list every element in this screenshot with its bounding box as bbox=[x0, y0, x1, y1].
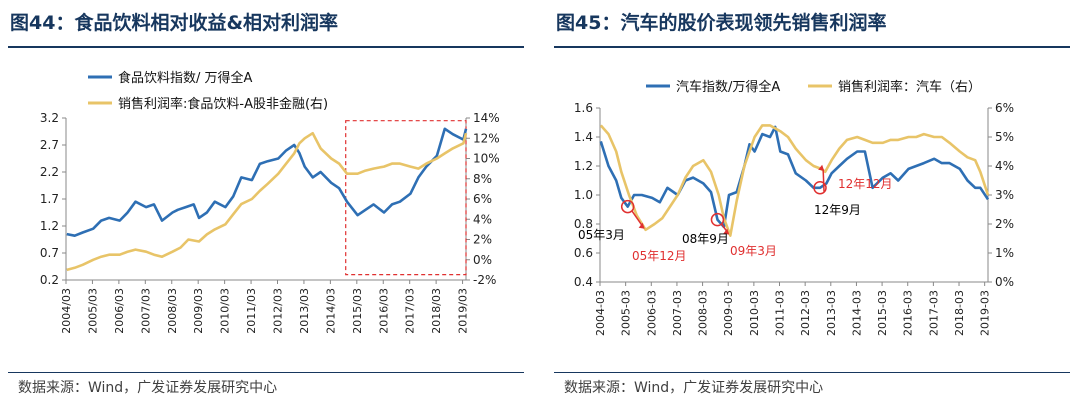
right-y-right-tick-label: 5% bbox=[995, 130, 1014, 144]
left-x-tick-label: 2006/03 bbox=[113, 288, 126, 334]
right-y-right-tick-label: 4% bbox=[995, 159, 1014, 173]
right-annotation-arrowhead bbox=[723, 228, 730, 235]
left-y-left-tick-label: 3.2 bbox=[40, 111, 59, 125]
right-legend-label: 销售利润率：汽车（右） bbox=[838, 79, 981, 95]
right-x-tick-label: 2014-03 bbox=[850, 290, 863, 336]
right-x-tick-label: 2009-03 bbox=[722, 290, 735, 336]
left-y-left-tick-label: 1.2 bbox=[40, 219, 59, 233]
right-annotation-label: 12年9月 bbox=[814, 203, 861, 217]
left-x-tick-label: 2018/03 bbox=[430, 288, 443, 334]
right-y-left-tick-label: 0.4 bbox=[574, 275, 593, 289]
left-y-left-tick-label: 2.7 bbox=[40, 138, 59, 152]
right-x-tick-label: 2005-03 bbox=[620, 290, 633, 336]
right-series-gold-line bbox=[599, 124, 990, 237]
left-y-right-tick-label: 0% bbox=[473, 253, 492, 267]
right-y-left-tick-label: 1.2 bbox=[574, 159, 593, 173]
right-figure-title: 图45：汽车的股价表现领先销售利润率 bbox=[556, 12, 887, 34]
right-y-left-tick-label: 0.8 bbox=[574, 217, 593, 231]
left-series-blue-line bbox=[66, 127, 468, 237]
left-y-right-tick-label: 10% bbox=[473, 152, 500, 166]
right-y-left-tick-label: 1.4 bbox=[574, 130, 593, 144]
right-y-right-tick-label: 0% bbox=[995, 275, 1014, 289]
right-y-right-tick-label: 3% bbox=[995, 188, 1014, 202]
right-y-right-tick-label: 2% bbox=[995, 217, 1014, 231]
right-annotation-arrowhead bbox=[818, 164, 825, 171]
right-x-tick-label: 2013-03 bbox=[825, 290, 838, 336]
left-y-right-tick-label: 6% bbox=[473, 192, 492, 206]
right-y-left-tick-label: 1.6 bbox=[574, 101, 593, 115]
right-annotation-circle bbox=[620, 199, 635, 214]
left-y-right-tick-label: 14% bbox=[473, 111, 500, 125]
left-y-left-tick-label: 0.7 bbox=[40, 246, 59, 260]
right-series-blue-line bbox=[599, 125, 990, 229]
left-x-tick-label: 2005/03 bbox=[86, 288, 99, 334]
left-x-tick-label: 2004/03 bbox=[60, 288, 73, 334]
right-x-tick-label: 2016-03 bbox=[902, 290, 915, 336]
right-x-tick-label: 2007-03 bbox=[671, 290, 684, 336]
left-x-tick-label: 2014/03 bbox=[324, 288, 337, 334]
left-y-left-tick-label: 1.7 bbox=[40, 192, 59, 206]
left-legend-label: 销售利润率:食品饮料-A股非金融(右) bbox=[118, 96, 328, 112]
right-x-tick-label: 2018-03 bbox=[953, 290, 966, 336]
right-annotation-label: 05年3月 bbox=[578, 228, 625, 242]
left-x-tick-label: 2009/03 bbox=[192, 288, 205, 334]
left-figure-panel: 图44：食品饮料相对收益&相对利润率 0.2 0.7 1.2 1.7 2.2 2.7 3.2… bbox=[8, 0, 528, 403]
left-title-rule bbox=[8, 46, 524, 48]
right-x-tick-label: 2011-03 bbox=[774, 290, 787, 336]
left-source-note: 数据来源：Wind，广发证券发展研究中心 bbox=[18, 380, 278, 396]
left-x-tick-label: 2019/03 bbox=[457, 288, 470, 334]
left-y-right-tick-label: 4% bbox=[473, 212, 492, 226]
left-x-tick-label: 2016/03 bbox=[377, 288, 390, 334]
left-x-tick-label: 2011/03 bbox=[245, 288, 258, 334]
right-x-tick-label: 2015-03 bbox=[876, 290, 889, 336]
right-legend-label: 汽车指数/万得全A bbox=[676, 79, 780, 95]
left-x-tick-label: 2012/03 bbox=[272, 288, 285, 334]
left-series-gold-line bbox=[66, 131, 468, 272]
right-source-rule bbox=[554, 372, 1070, 373]
right-annotation-label: 12年12月 bbox=[838, 177, 893, 191]
right-x-tick-label: 2006-03 bbox=[645, 290, 658, 336]
left-y-left-tick-label: 2.2 bbox=[40, 165, 59, 179]
left-y-right-tick-label: 2% bbox=[473, 233, 492, 247]
right-source-note: 数据来源：Wind，广发证券发展研究中心 bbox=[564, 380, 824, 396]
left-x-tick-label: 2007/03 bbox=[139, 288, 152, 334]
right-y-right-tick-label: 1% bbox=[995, 246, 1014, 260]
left-x-tick-label: 2010/03 bbox=[219, 288, 232, 334]
right-y-left-tick-label: 1.0 bbox=[574, 188, 593, 202]
right-annotation-label: 08年9月 bbox=[682, 232, 729, 246]
right-annotation-label: 05年12月 bbox=[632, 249, 687, 263]
right-annotation-label: 09年3月 bbox=[730, 244, 777, 258]
left-legend-label: 食品饮料指数/ 万得全A bbox=[118, 70, 253, 86]
right-x-tick-label: 2010-03 bbox=[748, 290, 761, 336]
right-x-tick-label: 2019-03 bbox=[979, 290, 992, 336]
right-chart: 0.4 0.6 0.8 1.0 1.2 1.4 1.6 0% 1% 2% 3% 4% 5% 6% 2004-… bbox=[574, 79, 1014, 336]
right-annotation-circle bbox=[710, 212, 725, 227]
right-y-right-tick-label: 6% bbox=[995, 101, 1014, 115]
right-x-tick-label: 2004-03 bbox=[594, 290, 607, 336]
left-x-tick-label: 2013/03 bbox=[298, 288, 311, 334]
right-annotation-circle bbox=[813, 181, 827, 195]
right-annotation-arrow bbox=[822, 169, 825, 192]
left-y-right-tick-label: 12% bbox=[473, 131, 500, 145]
left-source-rule bbox=[8, 372, 524, 373]
right-x-tick-label: 2008-03 bbox=[697, 290, 710, 336]
right-y-left-tick-label: 0.6 bbox=[574, 246, 593, 260]
right-x-tick-label: 2017-03 bbox=[927, 290, 940, 336]
left-x-tick-label: 2015/03 bbox=[351, 288, 364, 334]
right-x-tick-label: 2012-03 bbox=[799, 290, 812, 336]
left-figure-title: 图44：食品饮料相对收益&相对利润率 bbox=[10, 12, 339, 34]
left-y-left-tick-label: 0.2 bbox=[40, 273, 59, 287]
left-y-right-tick-label: 8% bbox=[473, 172, 492, 186]
right-figure-panel: 图45：汽车的股价表现领先销售利润率 0.4 0.6 0.8 1.0 1.2 1.4 1.6… bbox=[554, 0, 1074, 403]
left-x-tick-label: 2008/03 bbox=[166, 288, 179, 334]
left-x-tick-label: 2017/03 bbox=[404, 288, 417, 334]
left-chart: 0.2 0.7 1.2 1.7 2.2 2.7 3.2 -2% 0% 2% 4% 6% 8% 10% 12%… bbox=[40, 70, 500, 334]
left-y-right-tick-label: -2% bbox=[473, 273, 496, 287]
right-title-rule bbox=[554, 46, 1070, 48]
right-annotation-arrowhead bbox=[638, 222, 645, 229]
